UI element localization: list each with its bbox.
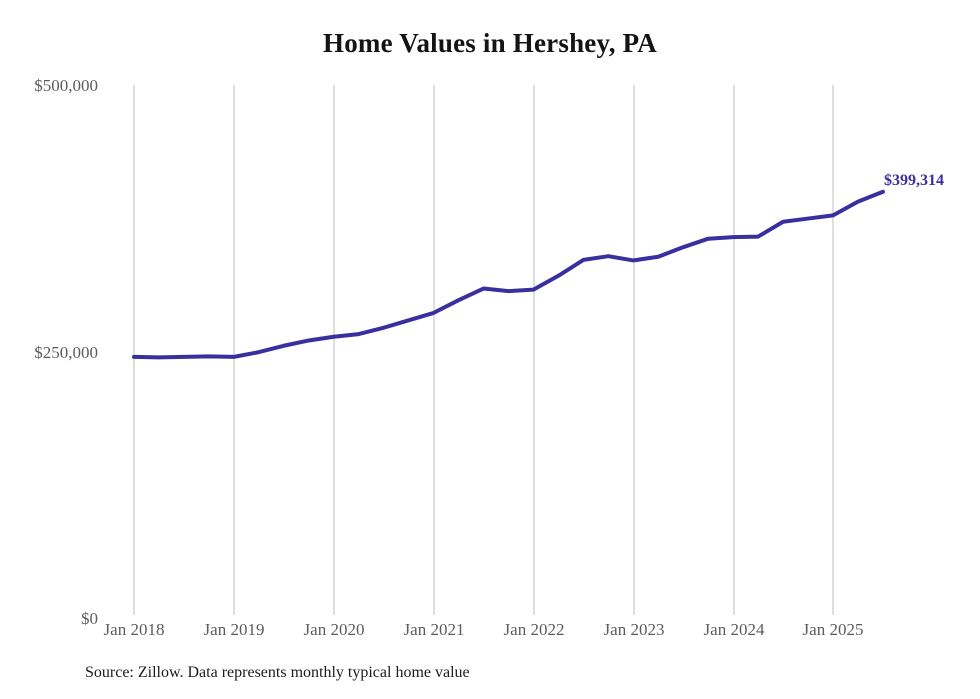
x-axis-tick-jan-2022: Jan 2022 (503, 620, 565, 639)
x-axis-tick-jan-2023: Jan 2023 (603, 620, 665, 639)
x-axis-tick-jan-2021: Jan 2021 (403, 620, 465, 639)
x-axis-tick-jan-2020: Jan 2020 (303, 620, 365, 639)
x-axis-tick-jan-2019: Jan 2019 (203, 620, 265, 639)
y-axis-tick-500000: $500,000 (34, 76, 98, 95)
x-axis-tick-jan-2025: Jan 2025 (802, 620, 864, 639)
source-note: Source: Zillow. Data represents monthly … (85, 664, 470, 681)
end-value-label: $399,314 (884, 172, 944, 189)
y-axis-tick-0: $0 (81, 609, 98, 628)
page-title: Home Values in Hershey, PA (323, 28, 657, 58)
y-axis-tick-250000: $250,000 (34, 343, 98, 362)
x-axis-tick-jan-2024: Jan 2024 (703, 620, 765, 639)
gridlines (133, 85, 834, 615)
data-series-line (132, 189, 885, 360)
x-axis-tick-jan-2018: Jan 2018 (103, 620, 165, 639)
